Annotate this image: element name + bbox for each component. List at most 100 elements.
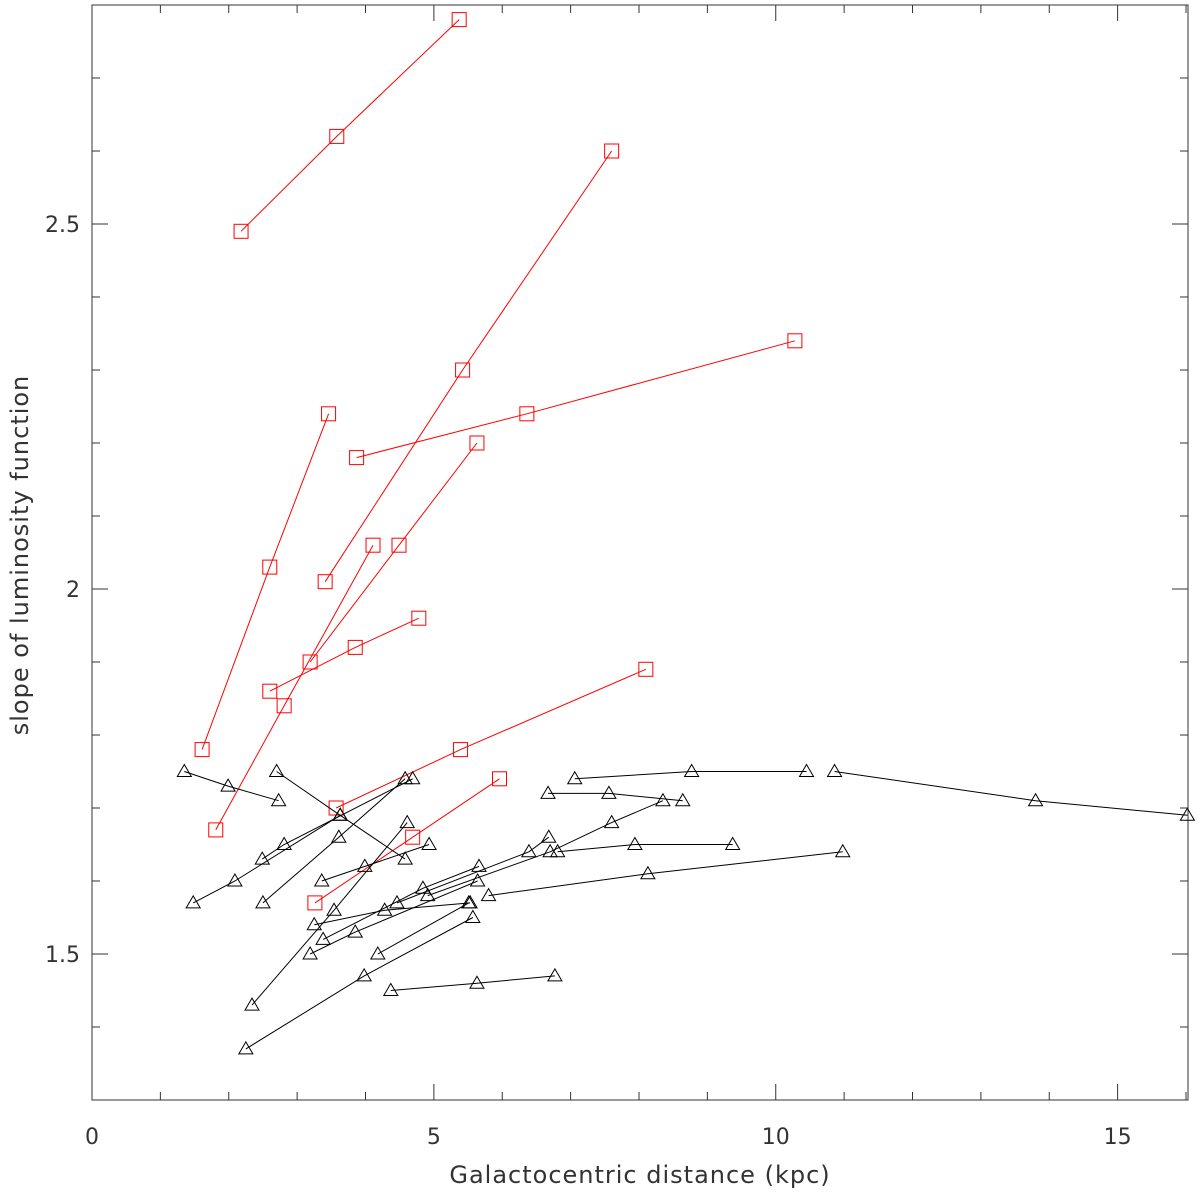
square-marker	[391, 537, 407, 553]
triangle-marker	[397, 851, 414, 865]
triangle-marker	[315, 931, 331, 945]
square-marker	[451, 12, 467, 28]
series-line	[834, 771, 1188, 816]
plot-frame	[91, 4, 1189, 1101]
triangle-marker	[237, 1040, 254, 1055]
series-line	[324, 150, 613, 582]
triangle-marker	[227, 873, 243, 887]
series-line	[322, 865, 480, 940]
square-marker	[208, 822, 224, 838]
black-triangle-series	[244, 814, 416, 1011]
square-marker	[276, 698, 292, 714]
triangle-marker	[834, 843, 851, 858]
red-square-series	[208, 537, 381, 838]
square-marker	[405, 829, 421, 845]
square-marker	[262, 683, 278, 699]
black-triangle-series	[302, 873, 486, 960]
triangle-marker	[306, 916, 323, 931]
triangle-marker	[404, 770, 421, 785]
square-marker	[321, 406, 337, 422]
series-line	[427, 800, 664, 897]
black-triangle-series	[382, 967, 563, 996]
series-line	[390, 975, 555, 991]
series-line	[240, 19, 460, 232]
black-triangle-series	[369, 894, 477, 960]
series-line	[557, 844, 733, 853]
triangle-marker	[356, 858, 373, 872]
triangle-marker	[724, 836, 741, 850]
triangle-marker	[826, 763, 843, 777]
triangle-marker	[464, 909, 481, 923]
triangle-marker	[566, 770, 583, 785]
series-line	[335, 668, 647, 809]
triangle-marker	[326, 902, 342, 916]
square-marker	[317, 574, 333, 590]
triangle-marker	[270, 792, 287, 807]
square-marker	[492, 771, 508, 787]
square-marker	[262, 559, 278, 575]
triangle-marker	[469, 975, 485, 989]
red-square-series	[262, 610, 427, 699]
triangle-marker	[640, 865, 656, 880]
series-line	[488, 851, 843, 897]
series-line	[261, 778, 413, 860]
series-line	[356, 340, 796, 459]
square-marker	[329, 128, 345, 144]
red-square-series	[349, 333, 803, 466]
black-triangle-series	[237, 909, 481, 1055]
black-triangle-series	[549, 836, 741, 858]
square-marker	[347, 639, 363, 655]
red-square-series	[233, 12, 467, 239]
black-triangle-series	[306, 894, 478, 931]
series-line	[321, 844, 430, 882]
series-line	[201, 413, 330, 750]
series-line	[251, 822, 408, 1006]
black-triangle-series	[419, 792, 671, 902]
triangle-marker	[540, 785, 556, 799]
triangle-marker	[347, 924, 364, 938]
red-square-series	[194, 406, 337, 758]
triangle-marker	[798, 763, 815, 777]
series-line	[548, 792, 683, 802]
triangle-marker	[521, 843, 537, 858]
series-line	[215, 544, 374, 831]
triangle-marker	[356, 967, 373, 982]
red-square-series	[307, 771, 508, 911]
square-marker	[194, 742, 210, 758]
series-line	[314, 902, 471, 926]
square-marker	[469, 435, 485, 451]
series-line	[245, 917, 474, 1050]
square-marker	[307, 895, 323, 911]
series-line	[377, 902, 469, 955]
series-line	[309, 442, 478, 663]
triangle-marker	[421, 836, 437, 850]
red-square-series	[317, 143, 620, 590]
triangle-marker	[330, 829, 347, 843]
red-square-series	[328, 661, 654, 816]
black-triangle-series	[255, 770, 414, 909]
triangle-marker	[415, 880, 431, 894]
y-tick-label: 2.5	[45, 213, 80, 238]
square-marker	[787, 333, 803, 349]
triangle-marker	[185, 894, 202, 909]
black-triangle-series	[480, 843, 851, 902]
triangle-marker	[313, 873, 330, 887]
y-tick-label: 2	[66, 578, 80, 603]
y-tick-label: 1.5	[45, 943, 80, 968]
triangle-marker	[397, 770, 414, 785]
triangle-marker	[674, 792, 691, 807]
x-tick-label: 5	[427, 1125, 441, 1150]
x-tick-label: 0	[85, 1125, 99, 1150]
triangle-marker	[603, 814, 620, 829]
black-triangle-series	[313, 836, 437, 887]
black-triangle-series	[176, 763, 287, 807]
square-marker	[349, 450, 365, 466]
square-marker	[302, 654, 318, 670]
triangle-marker	[655, 792, 671, 807]
triangle-marker	[369, 946, 386, 960]
series-line	[574, 771, 807, 780]
series-line	[192, 814, 341, 904]
triangle-marker	[176, 763, 193, 777]
square-marker	[453, 742, 469, 758]
